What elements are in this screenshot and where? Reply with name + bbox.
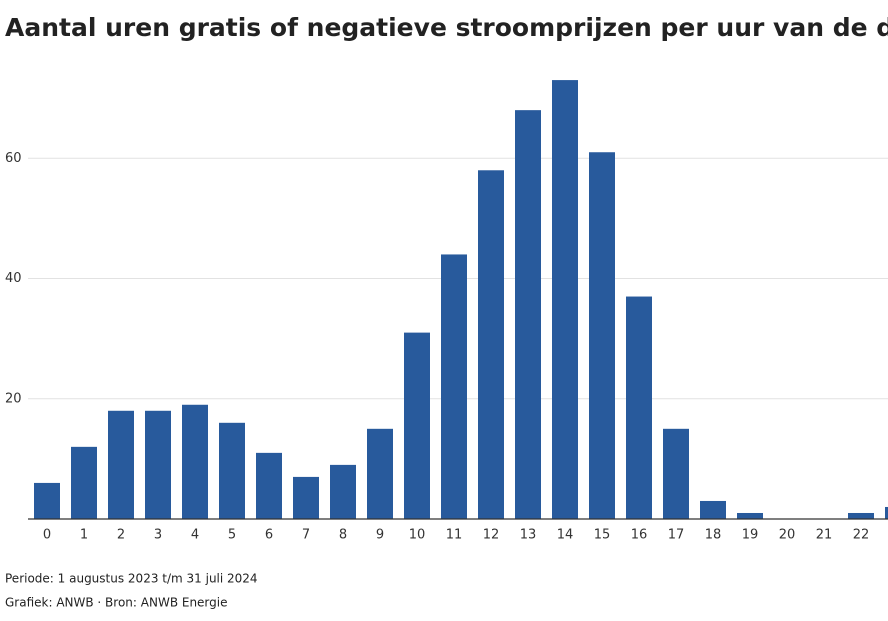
bar [293, 476, 319, 519]
x-tick-label: 7 [302, 528, 310, 543]
x-tick-label: 11 [446, 528, 463, 543]
bar [367, 428, 393, 519]
chart-title: Aantal uren gratis of negatieve stroompr… [5, 13, 888, 42]
bar [34, 482, 60, 519]
bar [404, 332, 430, 519]
x-tick-label: 17 [668, 528, 685, 543]
x-tick-label: 6 [265, 528, 273, 543]
x-tick-label: 10 [409, 528, 426, 543]
bar [626, 296, 652, 519]
bar [848, 512, 874, 519]
x-tick-label: 9 [376, 528, 384, 543]
x-tick-label: 8 [339, 528, 347, 543]
y-tick-label: 20 [5, 391, 22, 406]
x-tick-label: 3 [154, 528, 162, 543]
bar [108, 410, 134, 519]
x-tick-label: 16 [631, 528, 648, 543]
bar [330, 464, 356, 519]
x-tick-label: 4 [191, 528, 199, 543]
bar [552, 80, 578, 520]
x-tick-label: 18 [705, 528, 722, 543]
x-tick-label: 20 [779, 528, 796, 543]
bar [219, 422, 245, 519]
bar [700, 500, 726, 519]
bar [145, 410, 171, 519]
x-tick-label: 15 [594, 528, 611, 543]
x-tick-label: 1 [80, 528, 88, 543]
x-tick-label: 14 [557, 528, 574, 543]
x-tick-label: 0 [43, 528, 51, 543]
bar [515, 110, 541, 520]
bar [663, 428, 689, 519]
note: Grafiek: ANWB · Bron: ANWB Energie [5, 596, 228, 610]
bar [885, 506, 888, 519]
bar [589, 152, 615, 520]
x-tick-label: 21 [816, 528, 833, 543]
x-tick-label: 2 [117, 528, 125, 543]
y-tick-label: 60 [5, 151, 22, 166]
bar [71, 446, 97, 519]
bar [478, 170, 504, 519]
x-tick-label: 22 [853, 528, 870, 543]
bar [182, 404, 208, 519]
x-tick-label: 5 [228, 528, 236, 543]
bar [441, 254, 467, 519]
y-tick-label: 40 [5, 271, 22, 286]
x-tick-label: 13 [520, 528, 537, 543]
note: Periode: 1 augustus 2023 t/m 31 juli 202… [5, 572, 258, 586]
x-tick-label: 19 [742, 528, 759, 543]
bar [737, 512, 763, 519]
x-tick-label: 12 [483, 528, 500, 543]
bar [256, 452, 282, 519]
